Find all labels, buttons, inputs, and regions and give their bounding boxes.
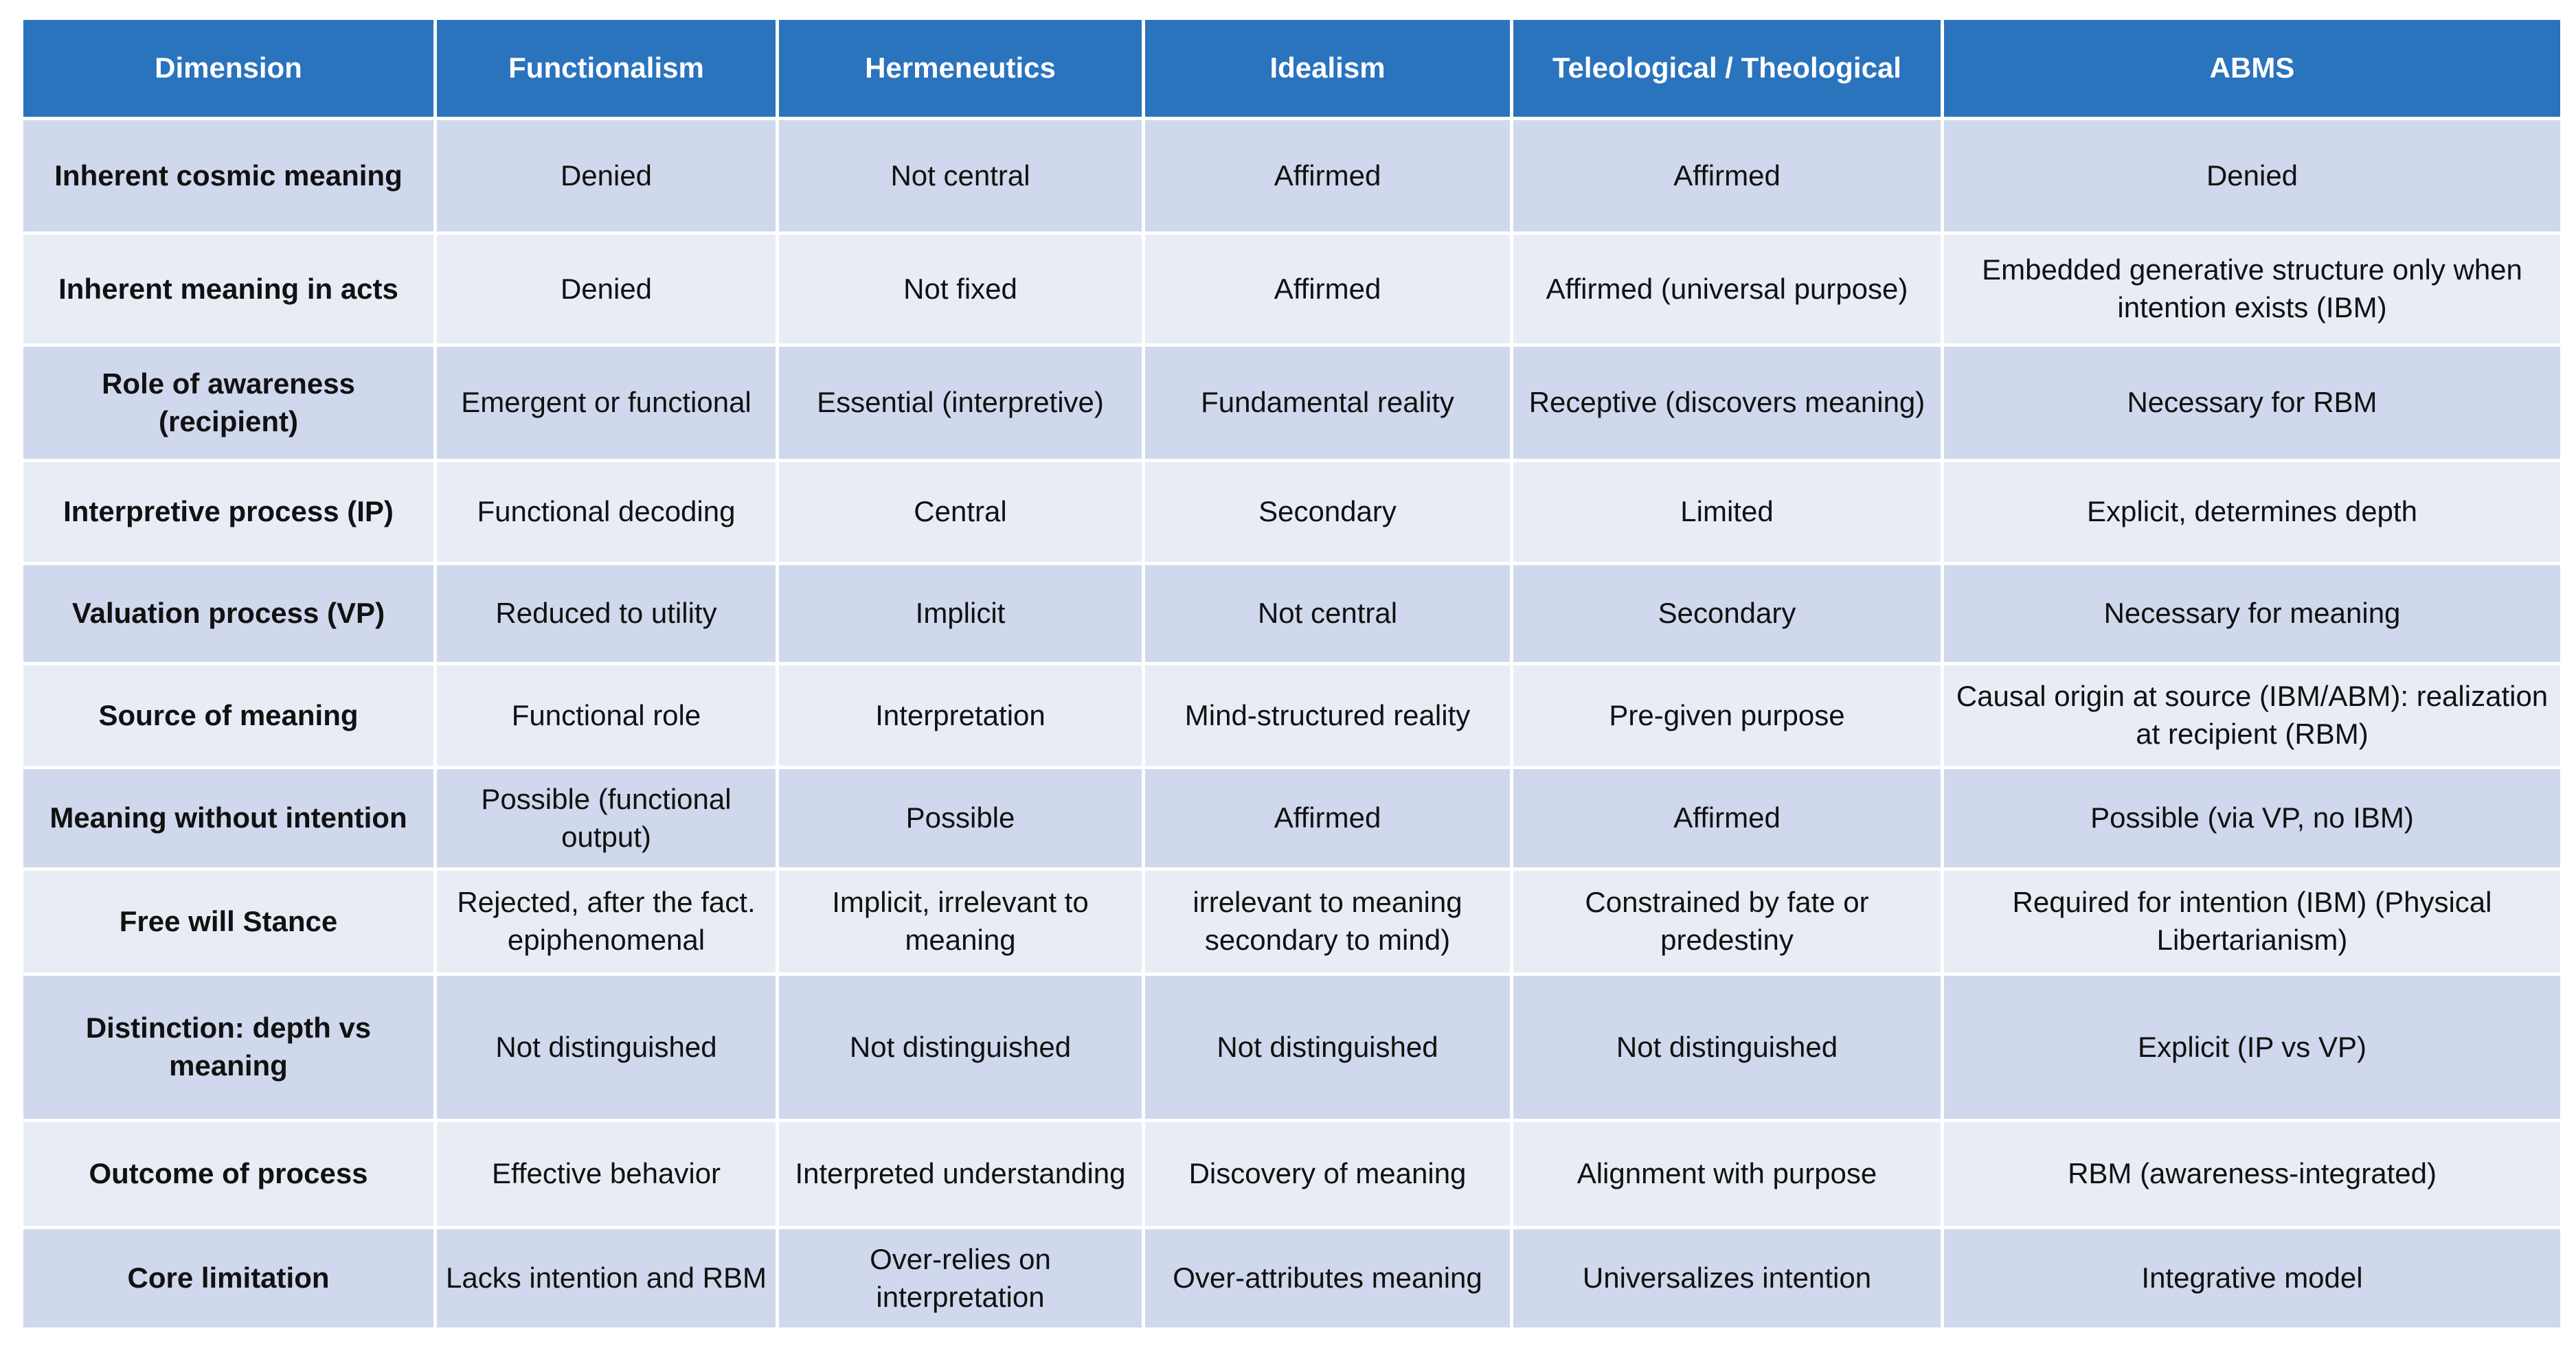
table-cell: Required for intention (IBM) (Physical L… [1941, 867, 2564, 976]
table-row: Role of awareness (recipient) Emergent or… [20, 343, 2564, 462]
table-cell: Constrained by fate or predestiny [1510, 867, 1944, 976]
table-cell: RBM (awareness-integrated) [1941, 1119, 2564, 1229]
header-cell: Teleological / Theological [1510, 16, 1944, 120]
table-body: Inherent cosmic meaning Denied Not central… [20, 117, 2564, 1331]
table-cell: Alignment with purpose [1510, 1119, 1944, 1229]
table-cell: Affirmed (universal purpose) [1510, 231, 1944, 347]
table-cell: Reduced to utility [433, 562, 779, 665]
table-row: Valuation process (VP) Reduced to utility… [20, 562, 2564, 665]
table-cell: Universalizes intention [1510, 1226, 1944, 1331]
table-cell: Not distinguished [1142, 972, 1513, 1122]
table-cell: Possible [776, 766, 1145, 871]
table-cell: Embedded generative structure only when … [1941, 231, 2564, 347]
table-cell: Secondary [1142, 459, 1513, 565]
comparison-table: Dimension Functionalism Hermeneutics Ideali… [20, 16, 2564, 1331]
table-cell: Mind-structured reality [1142, 662, 1513, 769]
row-label: Inherent cosmic meaning [20, 117, 437, 235]
header-cell: Dimension [20, 16, 437, 120]
table-cell: Denied [1941, 117, 2564, 235]
table-cell: Possible (via VP, no IBM) [1941, 766, 2564, 871]
table-row: Inherent cosmic meaning Denied Not central… [20, 117, 2564, 235]
table-cell: Denied [433, 117, 779, 235]
table-cell: Functional role [433, 662, 779, 769]
table-cell: Affirmed [1142, 231, 1513, 347]
table-cell: Not central [1142, 562, 1513, 665]
header-cell: ABMS [1941, 16, 2564, 120]
table-cell: Emergent or functional [433, 343, 779, 462]
table-cell: Effective behavior [433, 1119, 779, 1229]
table-row: Core limitation Lacks intention and RBM Ov… [20, 1226, 2564, 1331]
header-cell: Functionalism [433, 16, 779, 120]
table-cell: Interpreted understanding [776, 1119, 1145, 1229]
table-cell: Over-attributes meaning [1142, 1226, 1513, 1331]
table-cell: Lacks intention and RBM [433, 1226, 779, 1331]
table-cell: Not distinguished [776, 972, 1145, 1122]
table-cell: Affirmed [1142, 117, 1513, 235]
table-cell: Interpretation [776, 662, 1145, 769]
row-label: Meaning without intention [20, 766, 437, 871]
row-label: Free will Stance [20, 867, 437, 976]
table-cell: Rejected, after the fact. epiphenomenal [433, 867, 779, 976]
table-row: Source of meaning Functional role Interpre… [20, 662, 2564, 769]
table-cell: Not fixed [776, 231, 1145, 347]
table-row: Distinction: depth vs meaning Not disting… [20, 972, 2564, 1122]
table-cell: Integrative model [1941, 1226, 2564, 1331]
table-cell: Not central [776, 117, 1145, 235]
header-row: Dimension Functionalism Hermeneutics Ideali… [20, 16, 2564, 120]
table-cell: Implicit [776, 562, 1145, 665]
row-label: Inherent meaning in acts [20, 231, 437, 347]
row-label: Role of awareness (recipient) [20, 343, 437, 462]
table-cell: Fundamental reality [1142, 343, 1513, 462]
header-cell: Idealism [1142, 16, 1513, 120]
table-cell: Limited [1510, 459, 1944, 565]
table-row: Inherent meaning in acts Denied Not fixed A… [20, 231, 2564, 347]
table-row: Interpretive process (IP) Functional deco… [20, 459, 2564, 565]
table-cell: Affirmed [1510, 117, 1944, 235]
table-cell: Not distinguished [1510, 972, 1944, 1122]
table-cell: Implicit, irrelevant to meaning [776, 867, 1145, 976]
table-cell: Receptive (discovers meaning) [1510, 343, 1944, 462]
table-cell: Not distinguished [433, 972, 779, 1122]
table-cell: Central [776, 459, 1145, 565]
table-cell: Necessary for RBM [1941, 343, 2564, 462]
table-cell: Over-relies on interpretation [776, 1226, 1145, 1331]
table-cell: Affirmed [1142, 766, 1513, 871]
row-label: Source of meaning [20, 662, 437, 769]
table-cell: Secondary [1510, 562, 1944, 665]
table-row: Meaning without intention Possible (funct… [20, 766, 2564, 871]
table-cell: Functional decoding [433, 459, 779, 565]
table-cell: Affirmed [1510, 766, 1944, 871]
table-cell: Causal origin at source (IBM/ABM): reali… [1941, 662, 2564, 769]
table-cell: Essential (interpretive) [776, 343, 1145, 462]
table-cell: Necessary for meaning [1941, 562, 2564, 665]
table-cell: Pre-given purpose [1510, 662, 1944, 769]
table-cell: irrelevant to meaning secondary to mind) [1142, 867, 1513, 976]
header-cell: Hermeneutics [776, 16, 1145, 120]
row-label: Distinction: depth vs meaning [20, 972, 437, 1122]
row-label: Valuation process (VP) [20, 562, 437, 665]
row-label: Interpretive process (IP) [20, 459, 437, 565]
table-cell: Discovery of meaning [1142, 1119, 1513, 1229]
table-row: Outcome of process Effective behavior Inte… [20, 1119, 2564, 1229]
table-cell: Denied [433, 231, 779, 347]
table-cell: Explicit (IP vs VP) [1941, 972, 2564, 1122]
table-cell: Possible (functional output) [433, 766, 779, 871]
table-row: Free will Stance Rejected, after the fact… [20, 867, 2564, 976]
row-label: Outcome of process [20, 1119, 437, 1229]
row-label: Core limitation [20, 1226, 437, 1331]
table-cell: Explicit, determines depth [1941, 459, 2564, 565]
